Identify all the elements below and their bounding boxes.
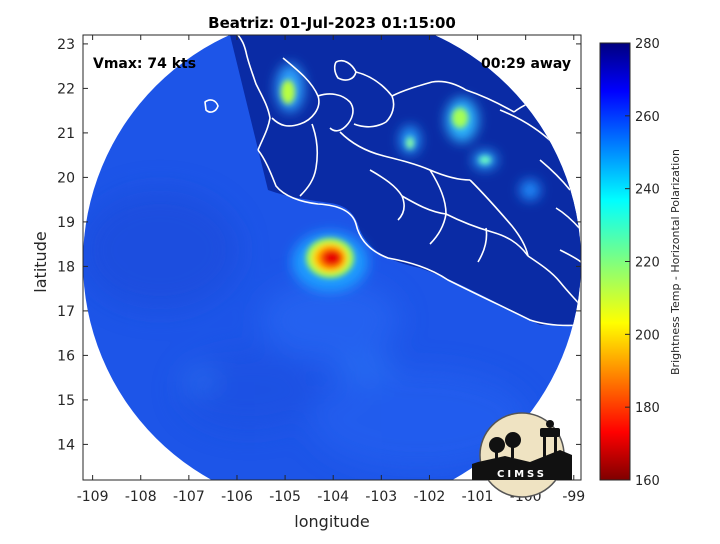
y-tick-label: 22 xyxy=(57,81,75,97)
colorbar-tick-label: 240 xyxy=(635,183,660,198)
x-tick-label: -102 xyxy=(414,489,446,505)
y-tick-label: 14 xyxy=(57,437,75,453)
logo-text: CIMSS xyxy=(497,469,547,480)
x-tick-label: -105 xyxy=(269,489,301,505)
y-tick-label: 15 xyxy=(57,393,75,409)
vmax-annotation: Vmax: 74 kts xyxy=(93,56,196,72)
x-tick-label: -99 xyxy=(562,489,585,505)
y-axis-ticks: 14 15 16 17 18 19 20 21 22 23 xyxy=(57,37,581,453)
time-away-annotation: 00:29 away xyxy=(481,56,571,72)
cimss-logo: CIMSS xyxy=(472,412,572,498)
y-axis-label: latitude xyxy=(31,231,50,292)
x-tick-label: -103 xyxy=(365,489,397,505)
convection-cores xyxy=(276,64,540,292)
colorbar-tick-label: 260 xyxy=(635,110,660,125)
ocean-texture xyxy=(83,190,530,470)
colorbar-tick-label: 280 xyxy=(635,37,660,52)
y-tick-label: 18 xyxy=(57,259,75,275)
colorbar-tick-label: 180 xyxy=(635,401,660,416)
x-tick-label: -106 xyxy=(221,489,253,505)
y-tick-label: 19 xyxy=(57,215,75,231)
x-axis-label: longitude xyxy=(294,512,369,531)
colorbar-label: Brightness Temp - Horizontal Polarizatio… xyxy=(669,149,682,375)
colorbar-tick-label: 220 xyxy=(635,256,660,271)
colorbar-tick-label: 160 xyxy=(635,474,660,489)
y-tick-label: 17 xyxy=(57,304,75,320)
y-tick-label: 23 xyxy=(57,37,75,53)
x-tick-label: -104 xyxy=(317,489,349,505)
y-tick-label: 20 xyxy=(57,170,75,186)
x-tick-label: -108 xyxy=(125,489,157,505)
x-tick-label: -109 xyxy=(77,489,109,505)
colorbar-tick-label: 200 xyxy=(635,328,660,343)
x-tick-label: -107 xyxy=(173,489,205,505)
x-tick-label: -101 xyxy=(462,489,494,505)
y-tick-label: 16 xyxy=(57,348,75,364)
colorbar-ticks: 160 180 200 220 240 260 280 xyxy=(625,37,660,489)
chart-title: Beatriz: 01-Jul-2023 01:15:00 xyxy=(208,14,456,32)
y-tick-label: 21 xyxy=(57,126,75,142)
